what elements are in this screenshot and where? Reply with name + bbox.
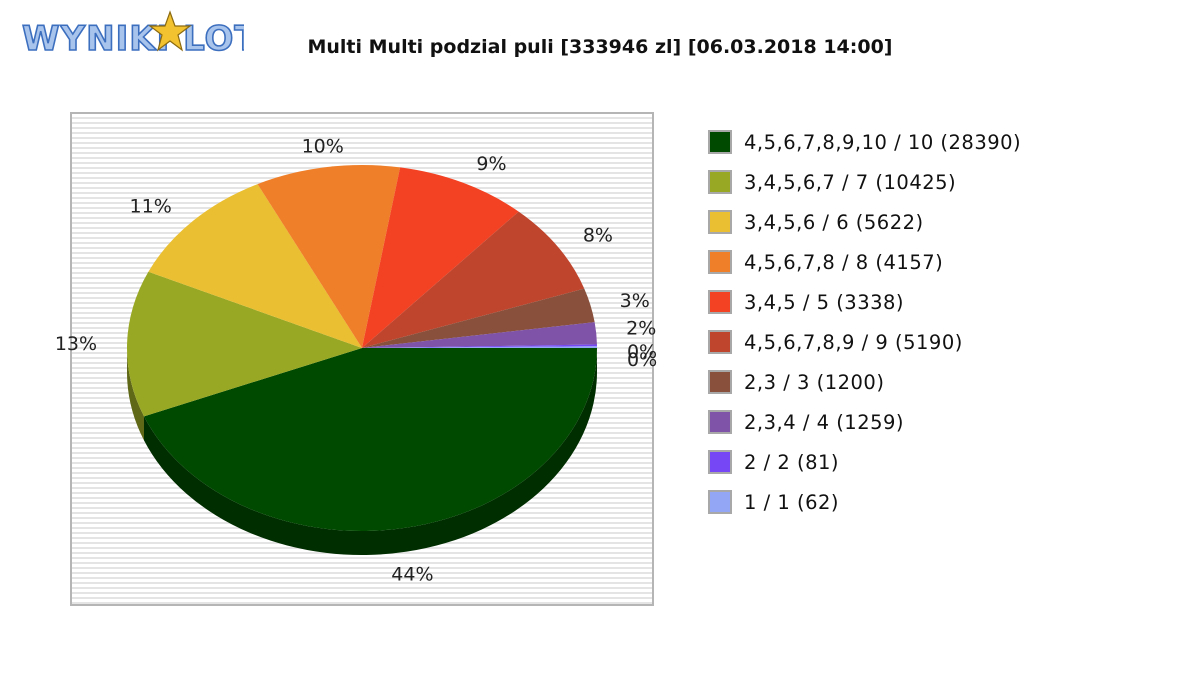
pie-slice-4-5-6-7-8-8-4157 bbox=[257, 164, 401, 348]
legend-swatch bbox=[708, 170, 732, 194]
chart-legend: 4,5,6,7,8,9,10 / 10 (28390) 3,4,5,6,7 / 7… bbox=[708, 122, 1021, 522]
slice-percent-label-8: 0% bbox=[627, 341, 657, 363]
legend-item-0: 4,5,6,7,8,9,10 / 10 (28390) bbox=[708, 122, 1021, 162]
legend-label: 2 / 2 (81) bbox=[744, 450, 840, 474]
legend-label: 4,5,6,7,8,9 / 9 (5190) bbox=[744, 330, 963, 354]
slice-percent-label-5: 8% bbox=[583, 225, 613, 247]
legend-item-9: 1 / 1 (62) bbox=[708, 482, 1021, 522]
legend-item-1: 3,4,5,6,7 / 7 (10425) bbox=[708, 162, 1021, 202]
pie-slice-3-4-5-6-6-5622 bbox=[148, 184, 362, 348]
legend-label: 4,5,6,7,8 / 8 (4157) bbox=[744, 250, 944, 274]
logo-text: WYNIKI LOTTO bbox=[22, 19, 244, 59]
legend-swatch bbox=[708, 210, 732, 234]
legend-swatch bbox=[708, 410, 732, 434]
pie-slice-3-4-5-5-3338 bbox=[362, 167, 519, 348]
wyniki-lotto-logo: WYNIKI LOTTO bbox=[21, 10, 244, 60]
legend-swatch bbox=[708, 330, 732, 354]
legend-swatch bbox=[708, 450, 732, 474]
legend-swatch bbox=[708, 290, 732, 314]
star-icon bbox=[148, 10, 192, 52]
legend-swatch bbox=[708, 490, 732, 514]
legend-swatch bbox=[708, 370, 732, 394]
pie-slice-2-3-4-4-1259 bbox=[362, 322, 597, 348]
pie-slice-4-5-6-7-8-9-10-10-28390 bbox=[143, 348, 597, 531]
legend-item-8: 2 / 2 (81) bbox=[708, 442, 1021, 482]
pie-slice-4-5-6-7-8-9-9-5190 bbox=[362, 211, 585, 348]
slice-percent-label-9: 0% bbox=[627, 349, 657, 371]
legend-label: 2,3 / 3 (1200) bbox=[744, 370, 885, 394]
slice-percent-label-1: 13% bbox=[55, 333, 97, 355]
chart-title: Multi Multi podzial puli [333946 zl] [06… bbox=[307, 36, 893, 58]
legend-swatch bbox=[708, 130, 732, 154]
pie-slice-side-1 bbox=[127, 348, 144, 441]
legend-item-5: 4,5,6,7,8,9 / 9 (5190) bbox=[708, 322, 1021, 362]
slice-percent-label-3: 10% bbox=[302, 135, 344, 157]
legend-label: 2,3,4 / 4 (1259) bbox=[744, 410, 905, 434]
legend-swatch bbox=[708, 250, 732, 274]
pie-slice-1-1-62 bbox=[362, 346, 597, 348]
slice-percent-label-2: 11% bbox=[130, 195, 172, 217]
pie-slice-3-4-5-6-7-7-10425 bbox=[126, 271, 362, 417]
legend-label: 3,4,5,6,7 / 7 (10425) bbox=[744, 170, 957, 194]
legend-item-3: 4,5,6,7,8 / 8 (4157) bbox=[708, 242, 1021, 282]
slice-percent-label-4: 9% bbox=[476, 153, 506, 175]
legend-label: 4,5,6,7,8,9,10 / 10 (28390) bbox=[744, 130, 1022, 154]
legend-label: 1 / 1 (62) bbox=[744, 490, 840, 514]
slice-percent-label-0: 44% bbox=[391, 563, 433, 585]
legend-item-7: 2,3,4 / 4 (1259) bbox=[708, 402, 1021, 442]
legend-item-4: 3,4,5 / 5 (3338) bbox=[708, 282, 1021, 322]
legend-label: 3,4,5,6 / 6 (5622) bbox=[744, 210, 924, 234]
legend-item-2: 3,4,5,6 / 6 (5622) bbox=[708, 202, 1021, 242]
legend-item-6: 2,3 / 3 (1200) bbox=[708, 362, 1021, 402]
pie-slice-2-2-81 bbox=[362, 344, 597, 348]
slice-percent-label-7: 2% bbox=[626, 318, 656, 340]
pie-slice-2-3-3-1200 bbox=[362, 288, 595, 348]
slice-percent-label-6: 3% bbox=[620, 290, 650, 312]
legend-label: 3,4,5 / 5 (3338) bbox=[744, 290, 905, 314]
